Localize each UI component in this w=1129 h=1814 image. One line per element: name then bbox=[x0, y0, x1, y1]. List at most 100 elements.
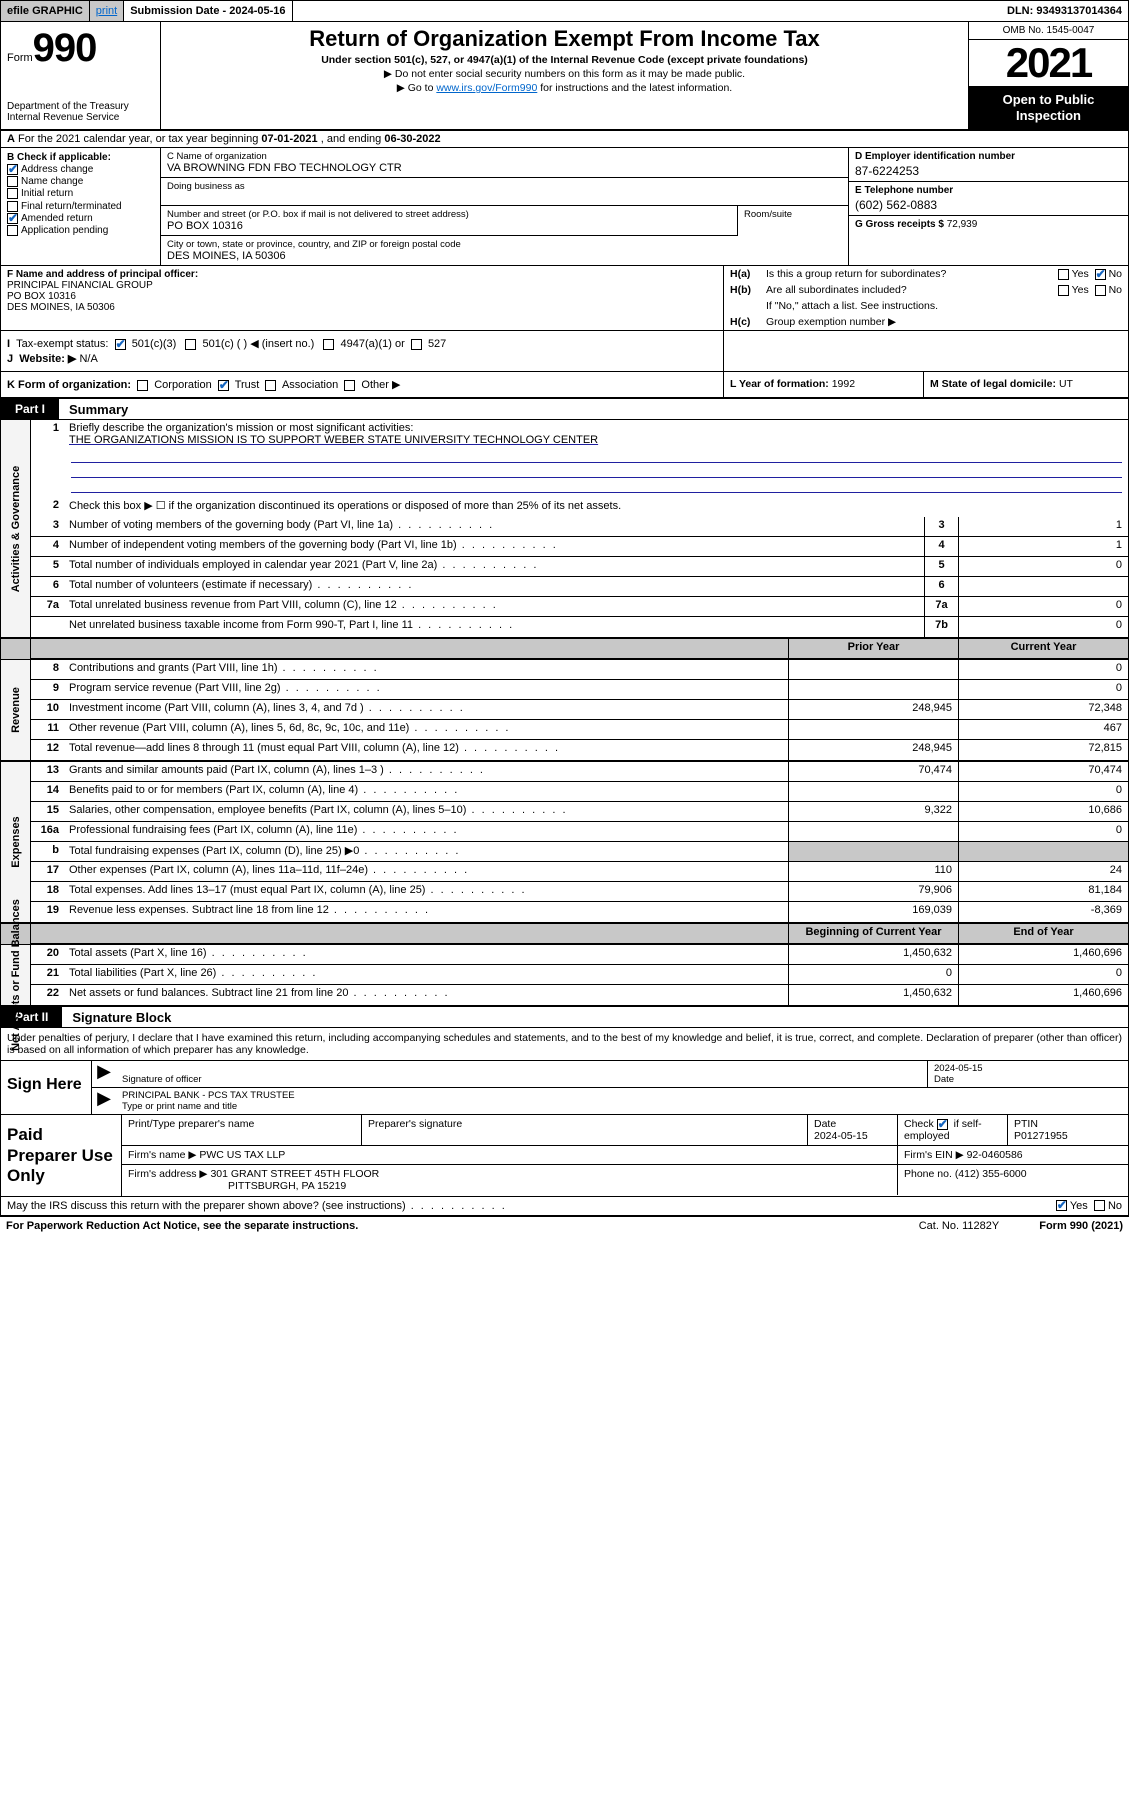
perjury-declaration: Under penalties of perjury, I declare th… bbox=[1, 1028, 1128, 1061]
cb-name-change[interactable]: Name change bbox=[7, 176, 154, 187]
discuss-text: May the IRS discuss this return with the… bbox=[7, 1200, 1056, 1212]
tax-status-label: Tax-exempt status: bbox=[16, 338, 108, 350]
org-name: VA BROWNING FDN FBO TECHNOLOGY CTR bbox=[167, 162, 842, 174]
gross-value: 72,939 bbox=[947, 219, 978, 230]
line-20: 20Total assets (Part X, line 16)1,450,63… bbox=[31, 945, 1128, 965]
mission-text: THE ORGANIZATIONS MISSION IS TO SUPPORT … bbox=[69, 434, 598, 446]
form-number: 990 bbox=[33, 26, 97, 70]
l2-text: Check this box ▶ ☐ if the organization d… bbox=[65, 497, 1128, 517]
cb-501c3[interactable] bbox=[115, 339, 126, 350]
cb-discuss-yes[interactable] bbox=[1056, 1200, 1067, 1211]
sig-name-label: Type or print name and title bbox=[122, 1101, 237, 1112]
sect-net-assets: Net Assets or Fund Balances 20Total asse… bbox=[1, 945, 1128, 1007]
line-13: 13Grants and similar amounts paid (Part … bbox=[31, 762, 1128, 782]
sect-governance: Activities & Governance 1Briefly describ… bbox=[1, 420, 1128, 639]
form-header: Form990 Department of the Treasury Inter… bbox=[1, 22, 1128, 131]
row-a-label: A bbox=[7, 133, 15, 145]
ptin-value: P01271955 bbox=[1014, 1130, 1068, 1142]
gov-line-6: 6Total number of volunteers (estimate if… bbox=[31, 577, 1128, 597]
footer-right: Form 990 (2021) bbox=[1039, 1220, 1123, 1232]
cb-527[interactable] bbox=[411, 339, 422, 350]
line-10: 10Investment income (Part VIII, column (… bbox=[31, 700, 1128, 720]
line-b: bTotal fundraising expenses (Part IX, co… bbox=[31, 842, 1128, 862]
cb-self-employed[interactable] bbox=[937, 1119, 948, 1130]
cb-initial-return[interactable]: Initial return bbox=[7, 188, 154, 199]
tax-year-begin: 07-01-2021 bbox=[261, 133, 317, 145]
website-value: N/A bbox=[79, 353, 97, 365]
ha-no[interactable]: No bbox=[1109, 268, 1122, 280]
section-klm: K Form of organization: Corporation Trus… bbox=[1, 372, 1128, 399]
sig-date-label: Date bbox=[934, 1074, 954, 1085]
firm-ein-label: Firm's EIN ▶ bbox=[904, 1149, 964, 1161]
sig-name: PRINCIPAL BANK - PCS TAX TRUSTEE bbox=[122, 1090, 295, 1101]
line-11: 11Other revenue (Part VIII, column (A), … bbox=[31, 720, 1128, 740]
col-b-header: B Check if applicable: bbox=[7, 152, 154, 163]
firm-phone: (412) 355-6000 bbox=[955, 1168, 1027, 1180]
firm-ein: 92-0460586 bbox=[967, 1149, 1023, 1161]
firm-addr2: PITTSBURGH, PA 15219 bbox=[228, 1180, 346, 1192]
line-15: 15Salaries, other compensation, employee… bbox=[31, 802, 1128, 822]
year-formation: 1992 bbox=[832, 378, 855, 390]
phone-label: E Telephone number bbox=[855, 185, 1122, 196]
cb-final-return[interactable]: Final return/terminated bbox=[7, 201, 154, 212]
hdr-current-year: Current Year bbox=[958, 639, 1128, 658]
part1-title: Summary bbox=[59, 402, 128, 417]
part2-title: Signature Block bbox=[62, 1010, 171, 1025]
efile-label: efile GRAPHIC bbox=[1, 1, 90, 21]
hb-no[interactable]: No bbox=[1109, 284, 1122, 296]
cb-association[interactable] bbox=[265, 380, 276, 391]
gov-line-7a: 7aTotal unrelated business revenue from … bbox=[31, 597, 1128, 617]
page-footer: For Paperwork Reduction Act Notice, see … bbox=[0, 1217, 1129, 1235]
footer-left: For Paperwork Reduction Act Notice, see … bbox=[6, 1220, 879, 1232]
submission-date: Submission Date - 2024-05-16 bbox=[124, 1, 292, 21]
irs-link[interactable]: www.irs.gov/Form990 bbox=[436, 82, 537, 94]
cb-address-change[interactable]: Address change bbox=[7, 164, 154, 175]
ha-yes[interactable]: Yes bbox=[1072, 268, 1089, 280]
part1-header: Part I Summary bbox=[1, 399, 1128, 420]
sect-expenses: Expenses 13Grants and similar amounts pa… bbox=[1, 762, 1128, 924]
line-19: 19Revenue less expenses. Subtract line 1… bbox=[31, 902, 1128, 922]
section-bcd: B Check if applicable: Address change Na… bbox=[1, 148, 1128, 266]
irs-label: Internal Revenue Service bbox=[7, 112, 154, 123]
line-9: 9Program service revenue (Part VIII, lin… bbox=[31, 680, 1128, 700]
city-value: DES MOINES, IA 50306 bbox=[167, 250, 842, 262]
prep-date-label: Date bbox=[814, 1118, 836, 1130]
cb-trust[interactable] bbox=[218, 380, 229, 391]
gov-line-4: 4Number of independent voting members of… bbox=[31, 537, 1128, 557]
hb-text: Are all subordinates included? bbox=[766, 284, 1058, 296]
ha-text: Is this a group return for subordinates? bbox=[766, 268, 1058, 280]
firm-addr-label: Firm's address ▶ bbox=[128, 1168, 208, 1180]
print-link[interactable]: print bbox=[96, 5, 117, 17]
net-header-row: Beginning of Current Year End of Year bbox=[1, 924, 1128, 945]
tax-year-end: 06-30-2022 bbox=[384, 133, 440, 145]
gov-line-5: 5Total number of individuals employed in… bbox=[31, 557, 1128, 577]
open-inspection: Open to Public Inspection bbox=[969, 86, 1128, 129]
gov-line-7b: Net unrelated business taxable income fr… bbox=[31, 617, 1128, 637]
gov-line-3: 3Number of voting members of the governi… bbox=[31, 517, 1128, 537]
goto-post: for instructions and the latest informat… bbox=[537, 82, 732, 94]
cb-application-pending[interactable]: Application pending bbox=[7, 225, 154, 236]
hb-yes[interactable]: Yes bbox=[1072, 284, 1089, 296]
form-subtitle: Under section 501(c), 527, or 4947(a)(1)… bbox=[169, 54, 960, 66]
cb-4947[interactable] bbox=[323, 339, 334, 350]
line-22: 22Net assets or fund balances. Subtract … bbox=[31, 985, 1128, 1005]
sig-officer-label: Signature of officer bbox=[122, 1074, 202, 1085]
cb-corporation[interactable] bbox=[137, 380, 148, 391]
tax-year: 2021 bbox=[969, 40, 1128, 86]
cb-amended-return[interactable]: Amended return bbox=[7, 213, 154, 224]
vlabel-net: Net Assets or Fund Balances bbox=[10, 899, 22, 1051]
domicile-label: M State of legal domicile: bbox=[930, 378, 1056, 390]
discuss-row: May the IRS discuss this return with the… bbox=[1, 1197, 1128, 1216]
cb-discuss-no[interactable] bbox=[1094, 1200, 1105, 1211]
section-fh: F Name and address of principal officer:… bbox=[1, 266, 1128, 331]
line-12: 12Total revenue—add lines 8 through 11 (… bbox=[31, 740, 1128, 760]
cb-501c[interactable] bbox=[185, 339, 196, 350]
paid-preparer-block: Paid Preparer Use Only Print/Type prepar… bbox=[1, 1115, 1128, 1197]
line-16a: 16aProfessional fundraising fees (Part I… bbox=[31, 822, 1128, 842]
hdr-end-year: End of Year bbox=[958, 924, 1128, 943]
col-d-ids: D Employer identification number 87-6224… bbox=[848, 148, 1128, 265]
cb-other[interactable] bbox=[344, 380, 355, 391]
gross-label: G Gross receipts $ bbox=[855, 219, 944, 230]
col-b-checkboxes: B Check if applicable: Address change Na… bbox=[1, 148, 161, 265]
section-ij: I Tax-exempt status: 501(c)(3) 501(c) ( … bbox=[1, 331, 1128, 372]
